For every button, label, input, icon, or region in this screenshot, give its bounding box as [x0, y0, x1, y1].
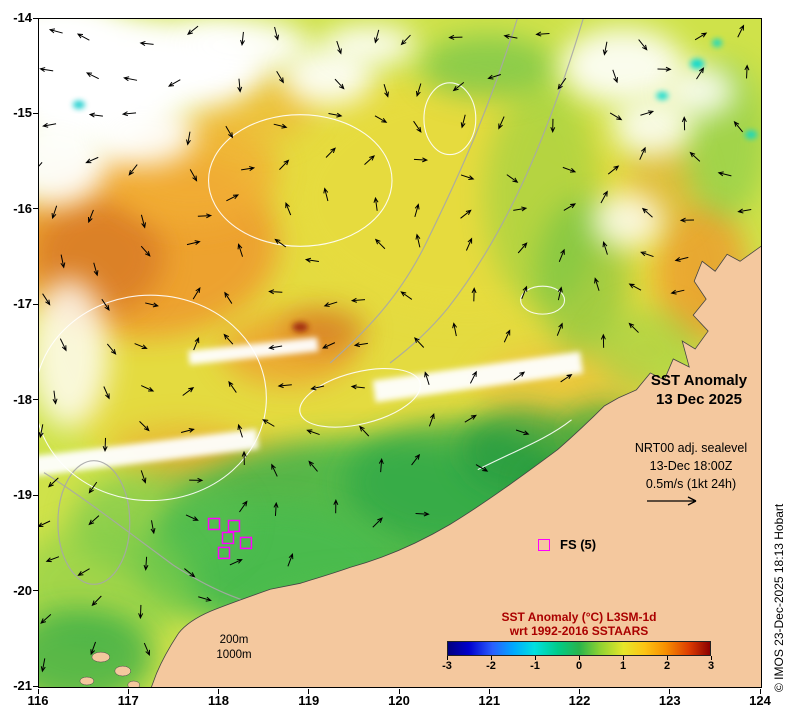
x-tick-mark	[488, 689, 490, 694]
colorbar-tick-label: 1	[619, 660, 627, 672]
fs-site-markers	[207, 517, 253, 560]
map-plot-area	[38, 18, 762, 688]
x-tick-mark	[759, 689, 761, 694]
x-tick-label: 120	[388, 693, 410, 708]
land-australia	[151, 245, 761, 687]
x-tick-mark	[37, 689, 39, 694]
y-tick-label: -21	[13, 678, 32, 693]
y-tick-label: -19	[13, 487, 32, 503]
sealevel-annotation: NRT00 adj. sealevel 13-Dec 18:00Z 0.5m/s…	[616, 439, 766, 493]
colorbar-tick-mark	[623, 656, 624, 660]
x-tick-mark	[308, 689, 310, 694]
y-tick-label: -18	[13, 391, 32, 407]
y-tick-label: -20	[13, 582, 32, 598]
velocity-scale-arrow-icon	[647, 496, 697, 506]
colorbar-tick-label: 0	[575, 660, 583, 672]
colorbar-tick-label: -2	[486, 660, 496, 672]
colorbar-tick-mark	[535, 656, 536, 660]
y-tick-mark	[33, 494, 38, 496]
y-tick-label: -17	[13, 296, 32, 312]
colorbar: SST Anomaly (°C) L3SM-1d wrt 1992-2016 S…	[440, 610, 718, 673]
colorbar-title-line1: SST Anomaly (°C) L3SM-1d	[501, 610, 657, 624]
x-tick-mark	[579, 689, 580, 694]
x-tick-label: 116	[27, 693, 49, 708]
y-tick-mark	[33, 399, 38, 401]
colorbar-gradient	[447, 641, 711, 656]
colorbar-tick-label: 3	[707, 660, 715, 672]
y-tick-mark	[33, 208, 38, 210]
colorbar-tick-mark	[447, 656, 448, 660]
y-tick-mark	[33, 112, 38, 114]
x-tick-mark	[669, 689, 671, 694]
sealevel-line3: 0.5m/s (1kt 24h)	[645, 477, 737, 491]
fs-marker-icon	[538, 538, 550, 551]
x-tick-label: 119	[298, 693, 320, 708]
fs-legend: FS (5)	[538, 537, 596, 552]
colorbar-tick-mark	[491, 656, 492, 660]
colorbar-tick-mark	[667, 656, 668, 660]
y-tick-mark	[33, 685, 38, 687]
colorbar-tick-label: 2	[663, 660, 671, 672]
x-tick-label: 117	[117, 693, 139, 708]
map-title-line1: SST Anomaly	[650, 372, 748, 389]
y-tick-mark	[33, 590, 38, 592]
x-tick-label: 123	[658, 693, 681, 708]
y-tick-label: -16	[13, 200, 32, 216]
x-tick-mark	[127, 689, 129, 694]
colorbar-ticks: -3 -2 -1 0 1 2 3	[440, 656, 718, 673]
sealevel-line1: NRT00 adj. sealevel	[634, 441, 748, 455]
y-tick-label: -15	[13, 105, 32, 121]
x-tick-mark	[218, 689, 219, 694]
colorbar-tick-mark	[579, 656, 580, 660]
colorbar-title-line2: wrt 1992-2016 SSTAARS	[509, 624, 649, 638]
map-title-line2: 13 Dec 2025	[656, 391, 742, 408]
sst-anomaly-map	[39, 19, 761, 687]
x-tick-label: 122	[568, 693, 591, 708]
y-tick-mark	[33, 303, 38, 305]
x-tick-label: 121	[478, 693, 501, 708]
x-tick-mark	[398, 689, 400, 694]
colorbar-tick-mark	[711, 656, 712, 660]
y-tick-label: -14	[13, 10, 32, 25]
fs-legend-label: FS (5)	[560, 537, 597, 552]
sealevel-contours	[39, 82, 572, 502]
colorbar-tick-label: -1	[530, 660, 540, 672]
x-tick-label: 124	[749, 693, 771, 708]
sealevel-line2: 13-Dec 18:00Z	[649, 459, 733, 473]
map-title: SST Anomaly 13 Dec 2025	[629, 371, 769, 409]
current-vector-arrows	[39, 24, 752, 673]
imos-credit: © IMOS 23-Dec-2025 18:13 Hobart	[772, 503, 786, 692]
x-tick-label: 118	[208, 693, 229, 708]
y-tick-mark	[33, 17, 38, 19]
colorbar-tick-label: -3	[442, 660, 452, 672]
isobath-label-200m: 200m	[219, 634, 249, 646]
isobath-label-1000m: 1000m	[216, 649, 252, 661]
isobath-labels: 200m 1000m	[204, 633, 264, 663]
coastal-islands	[79, 651, 140, 687]
